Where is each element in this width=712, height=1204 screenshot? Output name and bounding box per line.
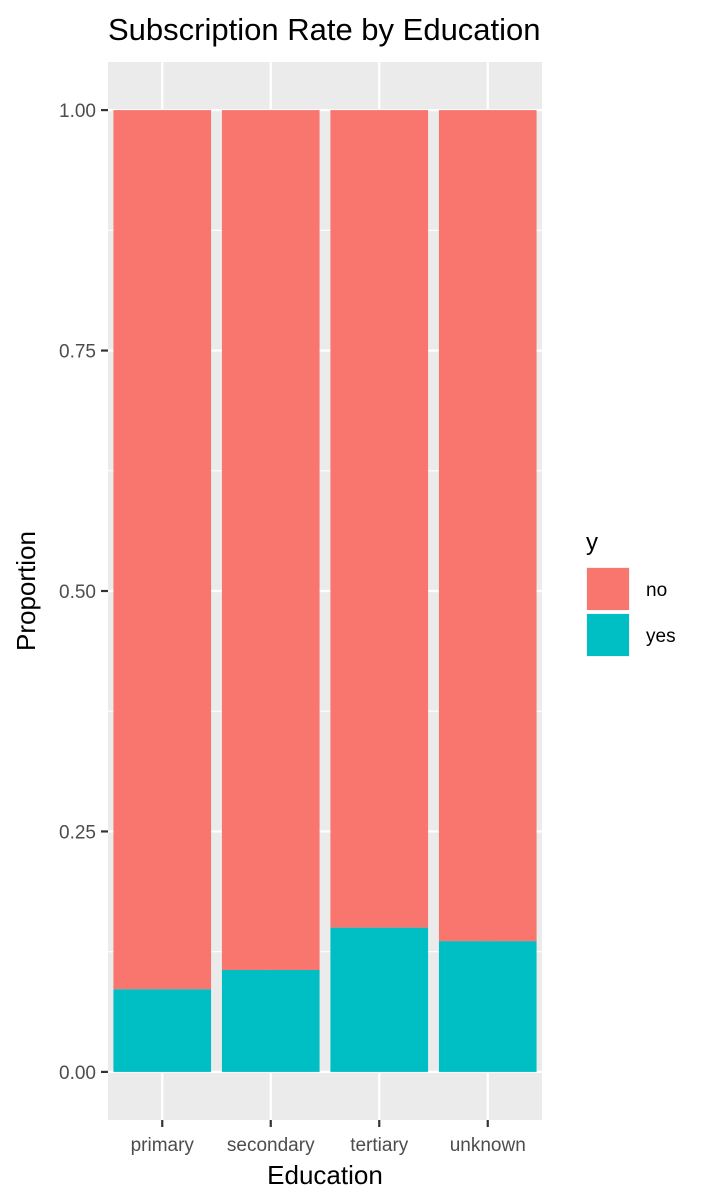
bar-tertiary-yes (330, 927, 429, 1072)
legend-title: y (586, 529, 598, 556)
bar-unknown-yes (438, 941, 537, 1072)
legend-swatch-yes (587, 614, 629, 656)
bar-secondary-no (221, 110, 320, 970)
x-tick-label-tertiary: tertiary (350, 1135, 409, 1156)
x-tick-label-primary: primary (131, 1135, 195, 1156)
y-axis-title: Proportion (11, 531, 41, 651)
x-axis-title: Education (267, 1160, 383, 1190)
y-axis: 0.00 0.25 0.50 0.75 1.00 (59, 101, 108, 1084)
y-tick-label: 1.00 (59, 101, 96, 122)
bar-secondary-yes (221, 969, 320, 1072)
x-tick-label-unknown: unknown (450, 1135, 526, 1156)
chart-title: Subscription Rate by Education (108, 12, 541, 47)
bar-primary-no (113, 110, 212, 990)
x-axis: primary secondary tertiary unknown (131, 1120, 526, 1156)
bar-unknown-no (438, 110, 537, 942)
y-tick-label: 0.25 (59, 822, 96, 843)
bar-tertiary-no (330, 110, 429, 928)
bar-primary-yes (113, 989, 212, 1072)
y-tick-label: 0.50 (59, 582, 96, 603)
x-tick-label-secondary: secondary (227, 1135, 315, 1156)
legend: y no yes (586, 529, 676, 657)
y-tick-label: 0.00 (59, 1063, 96, 1084)
legend-label-yes: yes (646, 626, 676, 647)
y-tick-label: 0.75 (59, 342, 96, 363)
legend-label-no: no (646, 580, 667, 601)
legend-swatch-no (587, 568, 629, 610)
bars (113, 110, 537, 1072)
